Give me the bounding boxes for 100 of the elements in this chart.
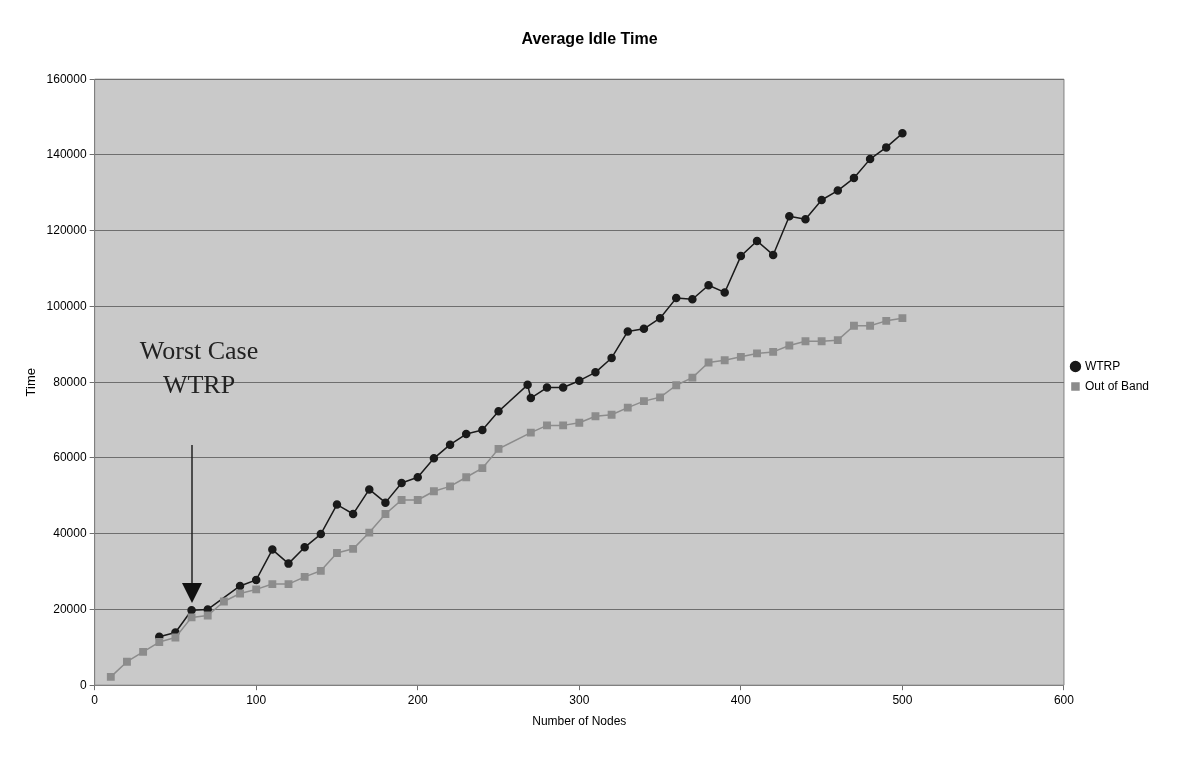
x-tick-label: 600 <box>1053 692 1075 707</box>
point <box>736 251 746 261</box>
point <box>397 496 406 504</box>
legend-label: Out of Band <box>1084 378 1149 393</box>
point <box>251 575 261 585</box>
point <box>478 464 487 473</box>
y-tick-label: 60000 <box>53 450 87 465</box>
point <box>445 440 455 449</box>
point <box>575 376 584 385</box>
y-tick-label: 140000 <box>46 147 87 162</box>
point <box>523 380 532 390</box>
point <box>655 313 665 323</box>
point <box>526 393 536 403</box>
point <box>139 647 148 656</box>
point <box>817 195 826 205</box>
point <box>656 393 665 402</box>
point <box>300 572 309 581</box>
point <box>413 496 422 504</box>
point <box>300 543 309 552</box>
point <box>558 383 568 392</box>
point <box>429 487 438 496</box>
point <box>413 473 422 482</box>
x-tick-label: 400 <box>730 692 752 707</box>
x-tick-label: 100 <box>246 692 267 707</box>
point <box>187 613 196 622</box>
point <box>235 581 245 591</box>
point <box>284 559 293 568</box>
point <box>559 421 568 430</box>
point <box>526 428 535 437</box>
point <box>365 528 374 537</box>
point <box>543 421 551 430</box>
point <box>316 566 325 575</box>
point <box>720 356 729 365</box>
point <box>752 236 762 246</box>
point <box>494 444 503 453</box>
y-tick-label: 80000 <box>53 374 87 389</box>
point <box>203 611 212 620</box>
point <box>171 633 180 642</box>
point <box>268 545 277 554</box>
point <box>155 638 164 646</box>
point <box>429 454 439 463</box>
point <box>446 482 454 491</box>
point <box>801 337 810 346</box>
point <box>801 215 810 224</box>
point <box>817 337 826 346</box>
y-tick-label: 40000 <box>53 526 87 541</box>
point <box>865 154 875 164</box>
point <box>623 403 632 412</box>
point <box>219 597 228 606</box>
point <box>623 327 633 336</box>
x-tick-label: 500 <box>892 692 913 707</box>
annotation: Worst Case WTRP <box>138 334 260 401</box>
point <box>591 368 600 377</box>
point <box>462 473 471 482</box>
point <box>106 672 115 681</box>
x-tick-label: 300 <box>569 692 590 707</box>
point <box>639 324 649 334</box>
point <box>769 347 778 356</box>
point <box>898 314 907 323</box>
point <box>688 295 697 304</box>
y-tick-label: 160000 <box>46 71 87 86</box>
point <box>542 383 552 392</box>
point <box>284 580 293 589</box>
point <box>785 212 794 221</box>
chart-title: Average Idle Time <box>521 30 658 48</box>
point <box>316 529 326 539</box>
point <box>704 280 713 290</box>
y-tick-label: 120000 <box>46 223 87 238</box>
point <box>688 373 697 382</box>
point <box>478 425 487 435</box>
x-axis-title: Number of Nodes <box>532 714 627 729</box>
point <box>671 293 681 303</box>
point <box>639 397 648 406</box>
point <box>461 429 471 439</box>
point <box>348 509 358 519</box>
point <box>575 418 584 427</box>
point <box>882 316 891 325</box>
point <box>591 412 600 421</box>
point <box>753 349 761 358</box>
point <box>349 544 358 553</box>
point <box>381 498 390 507</box>
point <box>268 580 277 589</box>
point <box>833 186 843 195</box>
point <box>850 321 858 330</box>
y-tick-label: 100000 <box>46 298 87 313</box>
x-tick-label: 200 <box>407 692 429 707</box>
point <box>736 352 745 361</box>
point <box>849 173 859 183</box>
point <box>123 657 131 666</box>
point <box>882 143 891 152</box>
point <box>720 288 729 297</box>
point <box>866 321 875 330</box>
point <box>365 485 374 494</box>
y-axis-title: Time <box>23 368 39 397</box>
legend-label: WTRP <box>1084 358 1121 373</box>
point <box>252 585 261 594</box>
point <box>785 341 794 350</box>
point <box>381 510 390 518</box>
point <box>187 605 196 615</box>
x-tick-label: 0 <box>91 692 99 707</box>
